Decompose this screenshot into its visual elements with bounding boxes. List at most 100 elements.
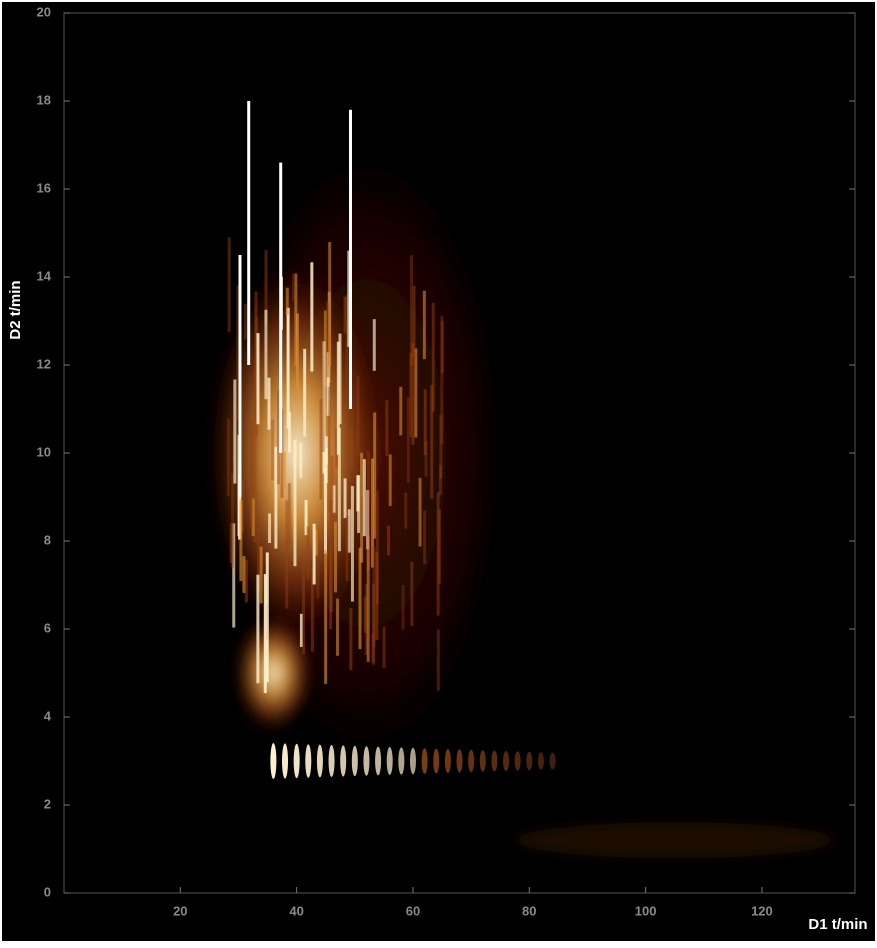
streak [431, 302, 435, 412]
streak [335, 428, 339, 468]
x-tick-label: 40 [289, 903, 303, 918]
band-spot [444, 749, 451, 773]
y-axis-title: D2 t/min [7, 280, 24, 339]
streak [422, 290, 426, 360]
y-tick-label: 4 [44, 708, 52, 723]
y-tick-label: 16 [37, 180, 51, 195]
streak [430, 385, 434, 499]
streak [227, 237, 231, 333]
streak [287, 483, 291, 545]
band-spot [282, 743, 289, 779]
streak [294, 273, 298, 366]
streak [438, 464, 442, 496]
core [233, 613, 314, 733]
streak [238, 255, 242, 497]
streak [356, 475, 360, 512]
streak [347, 509, 351, 553]
streak [385, 400, 389, 456]
streak [358, 547, 362, 650]
streak [304, 499, 308, 536]
streak [338, 333, 342, 425]
streak [372, 546, 376, 648]
streak [319, 399, 323, 500]
x-tick-label: 120 [751, 903, 773, 918]
streak [343, 296, 347, 333]
band-spot [537, 752, 544, 770]
streak [373, 412, 377, 539]
streak [349, 608, 353, 671]
streak [328, 241, 332, 366]
streak [256, 574, 260, 684]
streak [436, 492, 440, 616]
streak [287, 411, 291, 453]
band-spot [491, 750, 498, 772]
streak [350, 486, 354, 602]
streak [253, 410, 257, 543]
streak [399, 386, 403, 436]
streak [371, 458, 375, 568]
streak [263, 574, 267, 694]
streak [243, 303, 247, 340]
streak [242, 556, 246, 593]
streak [249, 417, 253, 528]
streak [409, 352, 413, 438]
x-tick-label: 80 [522, 903, 536, 918]
streak [406, 397, 410, 483]
band-spot [316, 744, 323, 778]
streak [251, 498, 255, 537]
streak [439, 415, 443, 479]
streak [231, 473, 235, 568]
band-spot [340, 745, 347, 777]
streak [410, 561, 414, 627]
band-spot [468, 749, 475, 773]
y-tick-label: 12 [37, 356, 51, 371]
streak [299, 442, 303, 478]
streak [372, 319, 376, 371]
streak [250, 421, 254, 495]
streak [424, 440, 428, 477]
band-spot [549, 752, 556, 770]
streak [348, 109, 352, 410]
streak [291, 273, 295, 302]
streak [343, 478, 347, 519]
streak [265, 552, 269, 683]
streak [332, 485, 336, 513]
band-spot [293, 743, 300, 779]
streak [322, 341, 326, 474]
streak [375, 490, 379, 605]
streak [412, 285, 416, 357]
streak [418, 477, 422, 547]
streak [387, 525, 391, 556]
streak [326, 352, 330, 416]
x-tick-label: 60 [406, 903, 420, 918]
streak [259, 546, 263, 604]
streak [388, 454, 392, 507]
band-spot [526, 751, 533, 771]
streak [326, 302, 330, 378]
streak [436, 629, 440, 691]
streak [324, 448, 328, 484]
streak [401, 585, 405, 630]
streak [349, 427, 353, 468]
streak [329, 549, 333, 630]
band-spot [386, 747, 393, 775]
core [206, 263, 387, 643]
band-spot [433, 748, 440, 774]
streak [423, 510, 427, 565]
y-tick-label: 2 [44, 796, 51, 811]
streak [247, 101, 251, 365]
streak [264, 309, 268, 400]
streak [345, 294, 349, 415]
y-tick-label: 10 [37, 444, 51, 459]
streak [404, 492, 408, 529]
band-spot [514, 751, 521, 771]
streak [411, 342, 415, 445]
streak [256, 333, 260, 425]
band-spot [351, 745, 358, 777]
streak [314, 529, 318, 556]
streak [356, 375, 360, 457]
streak [329, 499, 333, 613]
band-spot [456, 749, 463, 773]
